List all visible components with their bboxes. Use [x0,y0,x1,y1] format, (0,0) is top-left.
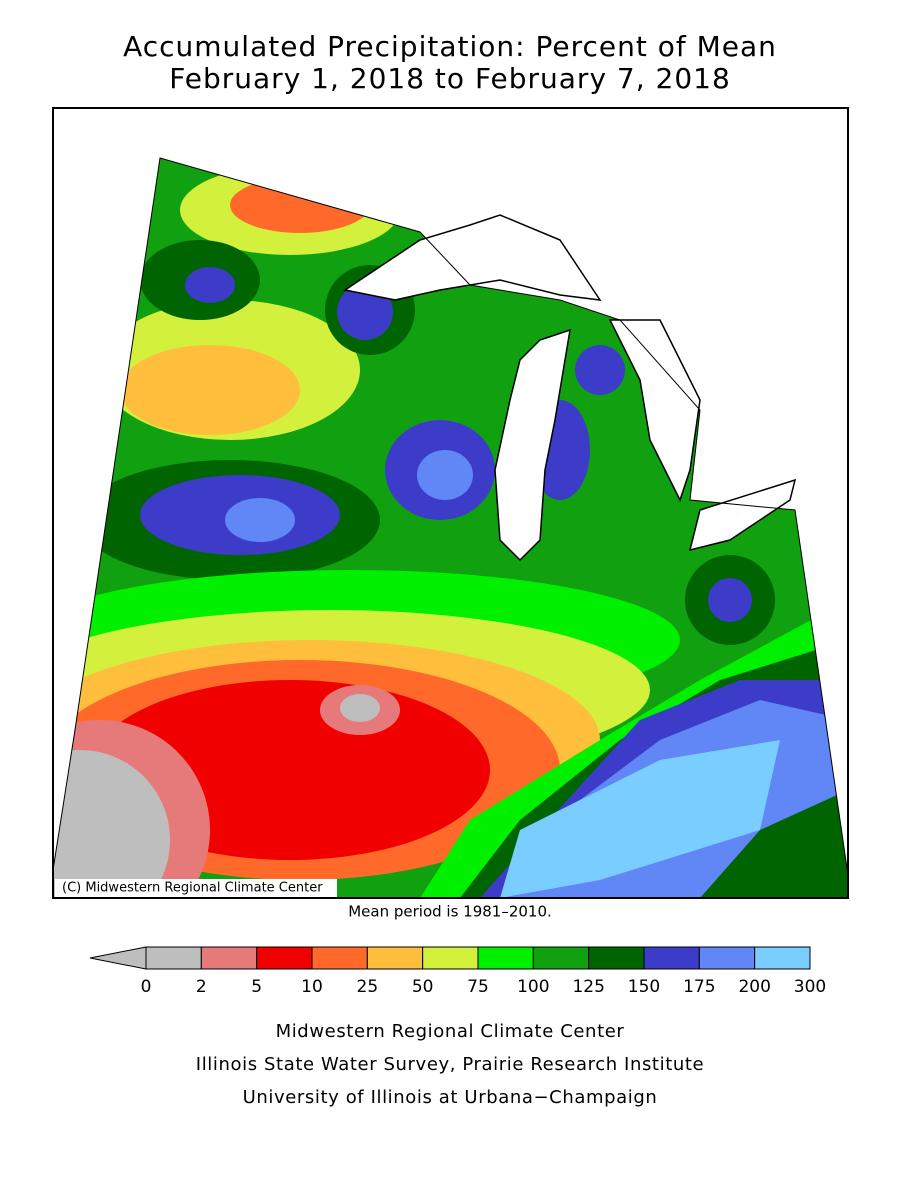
footer-line: University of Illinois at Urbana−Champai… [243,1087,658,1108]
legend-tick-label: 300 [794,977,826,997]
legend-tick-label: 5 [251,977,262,997]
legend-swatch [532,946,590,970]
legend-tick-label: 10 [301,977,323,997]
legend-tick-label: 50 [412,977,434,997]
legend-swatch [256,946,313,970]
legend-swatch [311,946,368,970]
legend-tick-label: 175 [683,977,715,997]
footer-line: Midwestern Regional Climate Center [276,1021,625,1042]
legend-swatch [366,946,424,970]
legend-swatch [698,946,756,970]
footer-line: Illinois State Water Survey, Prairie Res… [196,1054,704,1075]
map: (C) Midwestern Regional Climate Center [52,107,849,899]
legend-arrow [89,946,147,970]
credit-box [55,879,337,897]
legend-swatch [200,946,258,970]
legend-swatch [754,946,811,970]
legend-tick-label: 125 [572,977,604,997]
map-frame [52,107,849,899]
legend-tick-label: 100 [517,977,549,997]
legend-tick-label: 2 [196,977,207,997]
legend-swatch [588,946,645,970]
legend-swatch [422,946,479,970]
legend-swatch [145,946,202,970]
legend-swatch [477,946,534,970]
legend: 0 2 5 10 25 50 75 100 125 150 175 200 300 [89,946,826,997]
credit: (C) Midwestern Regional Climate Center [62,881,323,896]
legend-tick-label: 25 [357,977,379,997]
legend-tick-label: 75 [467,977,489,997]
title-line: February 1, 2018 to February 7, 2018 [169,62,731,95]
legend-tick-label: 0 [141,977,152,997]
legend-swatch [643,946,700,970]
note: Mean period is 1981–2010. [348,903,552,921]
legend-tick-label: 200 [738,977,770,997]
legend-tick-label: 150 [628,977,660,997]
title-line: Accumulated Precipitation: Percent of Me… [123,30,777,63]
great-lakes [343,214,797,562]
